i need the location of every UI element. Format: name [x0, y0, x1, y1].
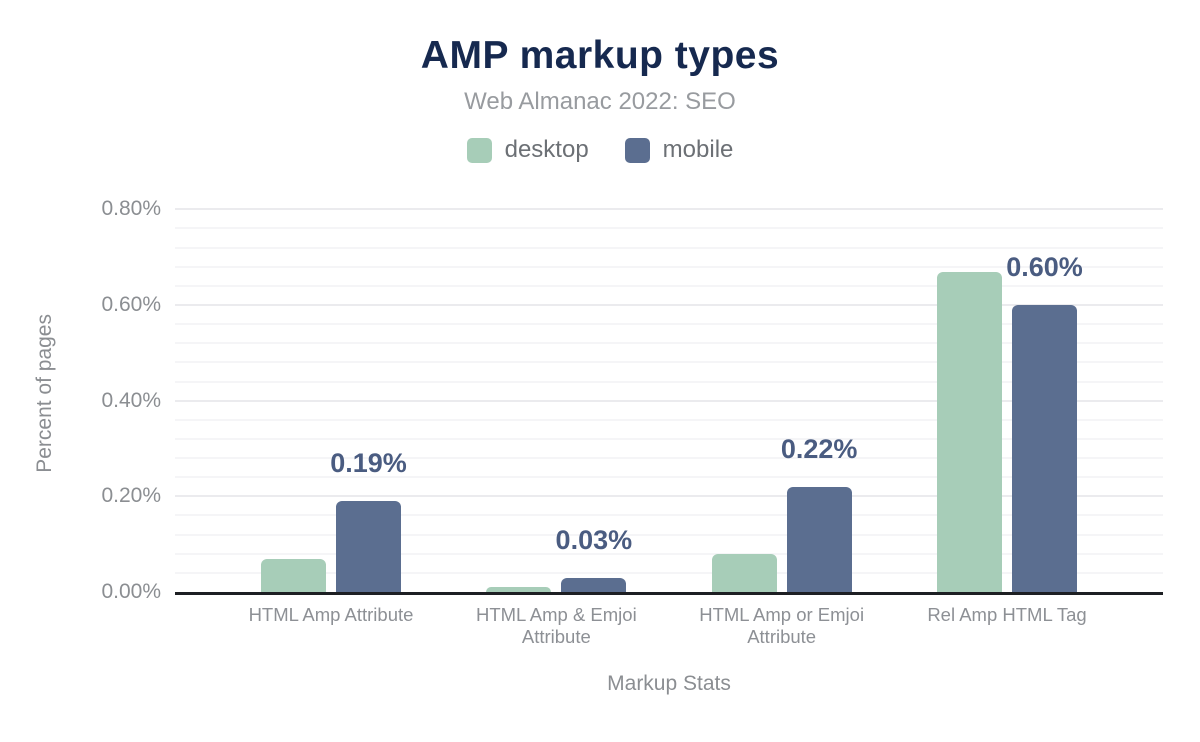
gridline-minor: [175, 418, 1163, 421]
y-tick-label: 0.20%: [101, 484, 161, 508]
y-tick-label: 0.80%: [101, 197, 161, 221]
gridline-major: [175, 399, 1163, 402]
x-tick-label: HTML Amp or Emjoi Attribute: [699, 604, 865, 647]
bar-mobile[interactable]: [336, 501, 401, 592]
gridline-minor: [175, 284, 1163, 287]
gridline-major: [175, 495, 1163, 498]
gridline-minor: [175, 227, 1163, 230]
bar-desktop[interactable]: [936, 271, 1002, 592]
bar-mobile[interactable]: [786, 486, 852, 592]
gridline-minor: [175, 265, 1163, 268]
x-tick-label: HTML Amp Attribute: [248, 604, 414, 625]
x-axis-title: Markup Stats: [607, 672, 731, 695]
y-tick-label: 0.60%: [101, 293, 161, 316]
y-tick-label: 0.00%: [101, 580, 161, 603]
bar-group: 0.03%: [486, 525, 632, 592]
plot-area: 0.19% 0.03% 0.22% 0.60%: [175, 195, 1163, 595]
gridline-major: [175, 304, 1163, 306]
gridline-minor: [175, 342, 1163, 345]
gridline-minor: [175, 476, 1163, 479]
gridline-minor: [175, 437, 1163, 440]
bar-mobile[interactable]: [1011, 305, 1077, 592]
bar-value-label: 0.22%: [780, 433, 858, 464]
bar-group: 0.19%: [261, 448, 407, 592]
gridline-minor: [175, 246, 1163, 249]
legend-item-mobile[interactable]: mobile: [624, 136, 734, 164]
chart-subtitle: Web Almanac 2022: SEO: [464, 88, 736, 115]
gridline-minor: [175, 380, 1163, 383]
legend-label-desktop: desktop: [504, 136, 589, 163]
bar-value-label: 0.19%: [330, 448, 407, 479]
bar-value-label: 0.03%: [555, 524, 633, 555]
x-tick-label: Rel Amp HTML Tag: [927, 604, 1087, 625]
gridline-minor: [175, 457, 1163, 460]
legend-label-mobile: mobile: [662, 136, 734, 163]
bar-desktop[interactable]: [261, 558, 326, 592]
legend: desktop mobile: [0, 136, 1200, 164]
bar-desktop[interactable]: [486, 587, 552, 592]
desktop-swatch-icon: [466, 137, 492, 163]
gridline-minor: [175, 361, 1163, 364]
gridline-minor: [175, 552, 1163, 555]
gridline-minor: [175, 571, 1163, 574]
chart-title: AMP markup types: [420, 34, 780, 77]
y-axis-ticks: 0.00% 0.20% 0.40% 0.60% 0.80%: [0, 195, 161, 603]
bar-group: 0.22%: [711, 434, 857, 592]
gridline-minor: [175, 323, 1163, 326]
y-tick-label: 0.40%: [101, 388, 161, 412]
bar-desktop[interactable]: [711, 553, 777, 592]
gridline-minor: [175, 533, 1163, 536]
gridline-minor: [175, 514, 1163, 517]
bar-mobile[interactable]: [561, 577, 627, 592]
x-tick-label: HTML Amp & Emjoi Attribute: [475, 604, 637, 647]
bar-group: 0.60%: [936, 252, 1083, 592]
bars-row: 0.19% 0.03% 0.22% 0.60%: [175, 195, 1163, 592]
bar-value-label: 0.60%: [1006, 252, 1083, 283]
legend-item-desktop[interactable]: desktop: [466, 136, 589, 164]
gridline-major: [175, 208, 1163, 211]
mobile-swatch-icon: [624, 137, 650, 163]
